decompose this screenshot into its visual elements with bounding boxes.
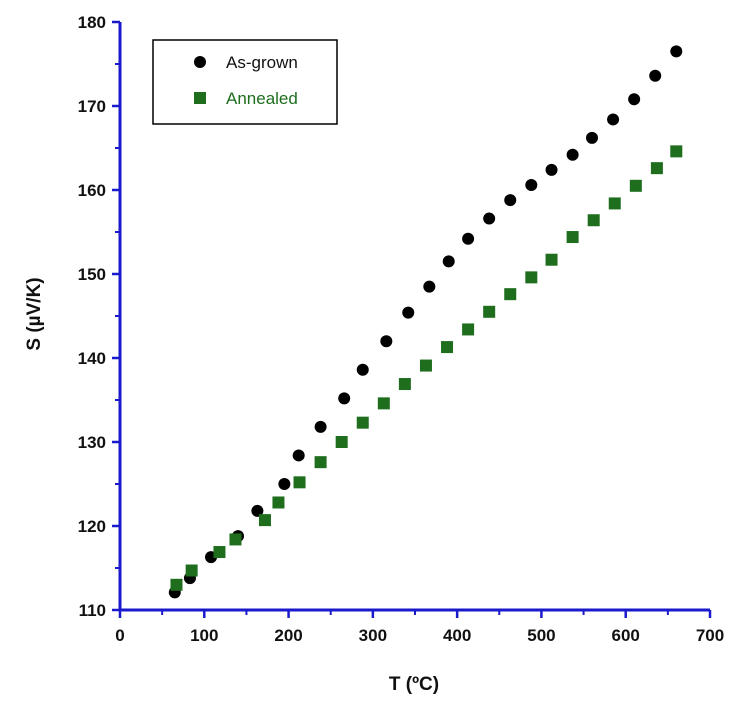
y-tick-label: 110: [79, 601, 106, 620]
y-tick-label: 180: [78, 13, 106, 32]
data-point-square: [229, 533, 242, 546]
data-point-circle: [462, 232, 475, 245]
data-point-square: [314, 456, 327, 469]
data-point-circle: [545, 163, 558, 176]
data-point-square: [587, 214, 600, 227]
data-point-circle: [525, 178, 538, 191]
data-point-square: [629, 179, 642, 192]
tick-marks: [112, 20, 712, 618]
y-tick-label: 160: [78, 181, 106, 200]
y-tick-label: 130: [78, 433, 106, 452]
data-point-circle: [586, 131, 598, 144]
legend-marker-annealed: [194, 92, 206, 104]
y-tick-label: 120: [78, 517, 106, 536]
x-tick-label: 200: [274, 626, 302, 645]
legend: As-grown Annealed: [152, 39, 338, 125]
data-point-circle: [314, 420, 327, 433]
data-point-square: [185, 564, 198, 577]
data-point-square: [213, 546, 226, 559]
data-point-circle: [402, 306, 415, 319]
data-point-circle: [566, 148, 579, 161]
data-point-square: [356, 416, 369, 429]
data-point-square: [483, 305, 496, 318]
series-annealed: [170, 145, 683, 591]
data-point-square: [462, 323, 475, 336]
legend-label-annealed: Annealed: [226, 89, 298, 108]
x-tick-label: 300: [359, 626, 387, 645]
data-point-square: [670, 145, 683, 158]
data-point-square: [650, 162, 663, 175]
data-point-square: [545, 253, 558, 266]
data-point-circle: [423, 280, 436, 293]
data-point-square: [525, 271, 538, 284]
x-tick-label: 700: [696, 626, 724, 645]
data-point-square: [419, 359, 432, 372]
data-point-circle: [338, 392, 351, 405]
data-point-circle: [607, 113, 620, 126]
data-point-circle: [483, 212, 496, 225]
data-points: [168, 45, 683, 599]
data-point-circle: [380, 335, 393, 348]
data-point-circle: [251, 504, 264, 517]
x-tick-label: 600: [612, 626, 640, 645]
data-point-square: [377, 397, 390, 410]
data-point-square: [335, 436, 348, 448]
data-point-circle: [670, 45, 683, 58]
data-point-circle: [504, 194, 517, 207]
data-point-circle: [628, 93, 641, 106]
y-axis-label: S (µV/K): [24, 277, 45, 350]
data-point-circle: [442, 255, 455, 268]
x-axis-label: T (ºC): [389, 674, 439, 695]
legend-label-as-grown: As-grown: [226, 53, 298, 72]
tick-labels: 0 100 200 300 400 500 600 700 110 120 130 140 150 160…: [78, 13, 725, 645]
x-tick-label: 100: [190, 626, 218, 645]
series-as-grown: [168, 45, 683, 599]
data-point-square: [170, 578, 183, 591]
data-point-square: [441, 341, 454, 354]
data-point-square: [504, 288, 517, 301]
legend-box: [152, 39, 338, 125]
y-tick-label: 150: [78, 265, 106, 284]
x-tick-label: 400: [443, 626, 471, 645]
y-tick-label: 170: [78, 97, 106, 116]
data-point-circle: [356, 363, 369, 376]
data-point-square: [258, 514, 271, 527]
x-tick-label: 500: [527, 626, 555, 645]
data-point-square: [608, 197, 621, 210]
data-point-square: [293, 476, 306, 489]
data-point-circle: [292, 449, 305, 462]
data-point-square: [398, 378, 411, 391]
legend-marker-as-grown: [194, 56, 206, 68]
data-point-square: [272, 496, 285, 509]
data-point-square: [566, 231, 579, 244]
y-tick-label: 140: [78, 349, 106, 368]
data-point-circle: [278, 478, 291, 490]
x-tick-label: 0: [115, 626, 124, 645]
data-point-circle: [649, 69, 662, 82]
